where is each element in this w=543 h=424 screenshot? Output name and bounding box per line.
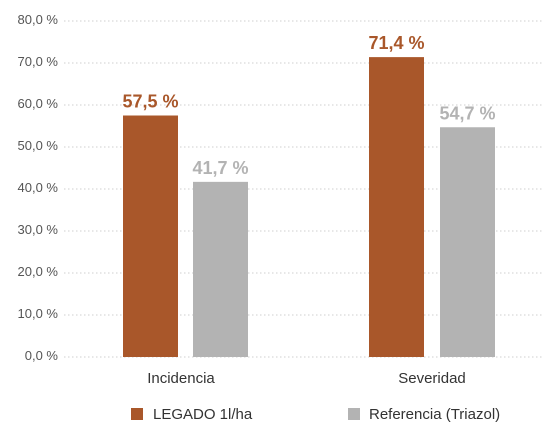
y-tick-label: 50,0 %: [18, 138, 59, 153]
data-labels: 57,5 % 71,4 % 41,7 % 54,7 %: [122, 33, 495, 178]
y-tick-label: 20,0 %: [18, 264, 59, 279]
bar-value-label: 71,4 %: [368, 33, 424, 53]
legend-swatch: [131, 408, 143, 420]
category-label: Incidencia: [147, 370, 215, 387]
y-tick-label: 40,0 %: [18, 180, 59, 195]
bar: [440, 127, 495, 357]
y-tick-label: 60,0 %: [18, 96, 59, 111]
bar: [193, 181, 248, 357]
y-tick-label: 0,0 %: [25, 348, 59, 363]
bar-value-label: 57,5 %: [122, 92, 178, 112]
bar-value-label: 54,7 %: [439, 103, 495, 123]
y-axis-ticks: 0,0 % 10,0 % 20,0 % 30,0 % 40,0 % 50,0 % 60,0 …: [18, 12, 59, 363]
category-label: Severidad: [398, 370, 466, 387]
y-tick-label: 10,0 %: [18, 306, 59, 321]
bars: [123, 57, 495, 358]
y-tick-label: 70,0 %: [18, 54, 59, 69]
legend-swatch: [348, 408, 360, 420]
x-axis-categories: Incidencia Severidad: [147, 370, 466, 387]
legend: LEGADO 1l/ha Referencia (Triazol): [131, 406, 500, 423]
legend-label: LEGADO 1l/ha: [153, 406, 253, 423]
bar-value-label: 41,7 %: [192, 158, 248, 178]
bar: [123, 115, 178, 357]
legend-label: Referencia (Triazol): [369, 406, 500, 423]
y-tick-label: 30,0 %: [18, 222, 59, 237]
bar: [369, 57, 424, 358]
y-tick-label: 80,0 %: [18, 12, 59, 27]
